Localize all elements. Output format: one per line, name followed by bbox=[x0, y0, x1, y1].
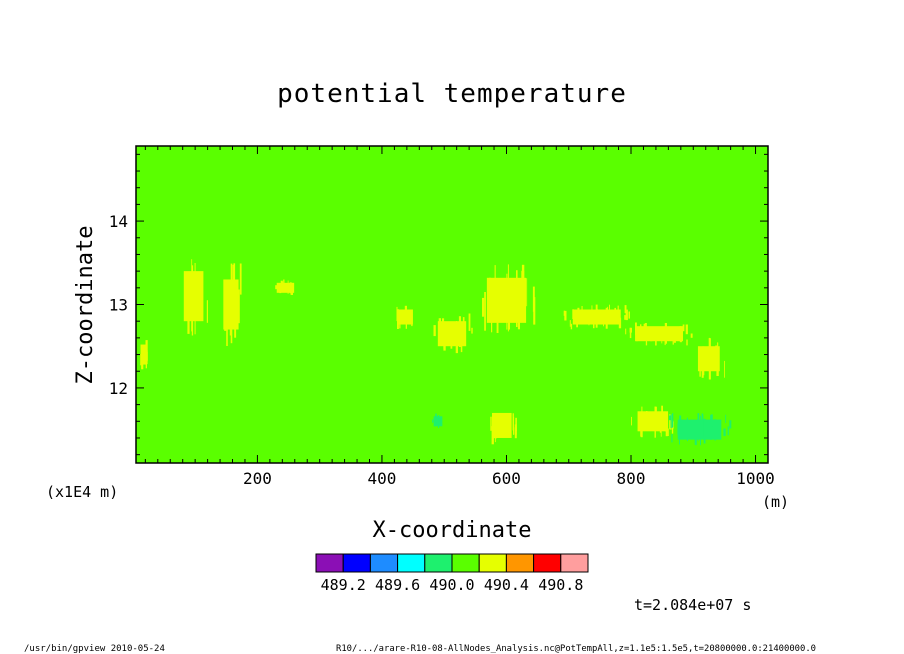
heatmap-region bbox=[490, 412, 517, 445]
colorbar-swatch bbox=[478, 553, 507, 573]
x-tick-label: 800 bbox=[617, 469, 646, 488]
heatmap-region bbox=[563, 304, 630, 330]
colorbar-swatch bbox=[533, 553, 562, 573]
heatmap-region bbox=[669, 413, 732, 446]
colorbar-swatch bbox=[451, 553, 480, 573]
colorbar-swatch bbox=[342, 553, 371, 573]
x-axis-label: X-coordinate bbox=[373, 518, 532, 543]
colorbar-swatch bbox=[369, 553, 399, 573]
colorbar-label: 490.0 bbox=[429, 576, 474, 594]
y-axis-unit-label: (x1E4 m) bbox=[46, 483, 118, 501]
chart-title: potential temperature bbox=[277, 79, 627, 109]
y-axis: 12 13 14 bbox=[109, 153, 768, 456]
colorbar-swatch bbox=[424, 553, 453, 573]
footer-right: R10/.../arare-R10-08-AllNodes_Analysis.n… bbox=[336, 644, 816, 654]
x-tick-label: 200 bbox=[243, 469, 272, 488]
heatmap-region bbox=[625, 322, 693, 346]
heatmap-region bbox=[396, 305, 413, 329]
heatmap-region bbox=[433, 313, 473, 354]
y-tick-label: 12 bbox=[109, 379, 128, 398]
plot-area bbox=[135, 145, 769, 464]
y-axis-label: Z-coordinate bbox=[73, 226, 98, 385]
x-tick-label: 600 bbox=[492, 469, 521, 488]
heatmap-region bbox=[697, 337, 725, 380]
footer-left: /usr/bin/gpview 2010-05-24 bbox=[24, 644, 165, 654]
x-axis-unit-label: (m) bbox=[762, 493, 789, 511]
heatmap-region bbox=[223, 263, 242, 346]
colorbar-label: 490.4 bbox=[484, 576, 529, 594]
heatmap-region bbox=[482, 264, 536, 333]
x-axis: 200 400 600 800 1000 bbox=[144, 146, 775, 488]
colorbar: 489.2 489.6 490.0 490.4 490.8 bbox=[315, 553, 589, 594]
colorbar-label: 490.8 bbox=[538, 576, 583, 594]
colorbar-swatch bbox=[397, 553, 426, 573]
y-tick-label: 13 bbox=[109, 296, 128, 315]
time-label: t=2.084e+07 s bbox=[634, 596, 751, 614]
colorbar-swatch bbox=[315, 553, 344, 573]
y-tick-label: 14 bbox=[109, 212, 128, 231]
heatmap-region bbox=[140, 340, 148, 370]
heatmap-region bbox=[275, 279, 295, 295]
colorbar-label: 489.2 bbox=[321, 576, 366, 594]
x-tick-label: 1000 bbox=[736, 469, 775, 488]
colorbar-swatch bbox=[560, 553, 589, 573]
colorbar-swatch bbox=[505, 553, 535, 573]
heatmap-region bbox=[183, 259, 208, 336]
x-tick-label: 400 bbox=[367, 469, 396, 488]
colorbar-label: 489.6 bbox=[375, 576, 420, 594]
heatmap-region bbox=[432, 413, 443, 428]
